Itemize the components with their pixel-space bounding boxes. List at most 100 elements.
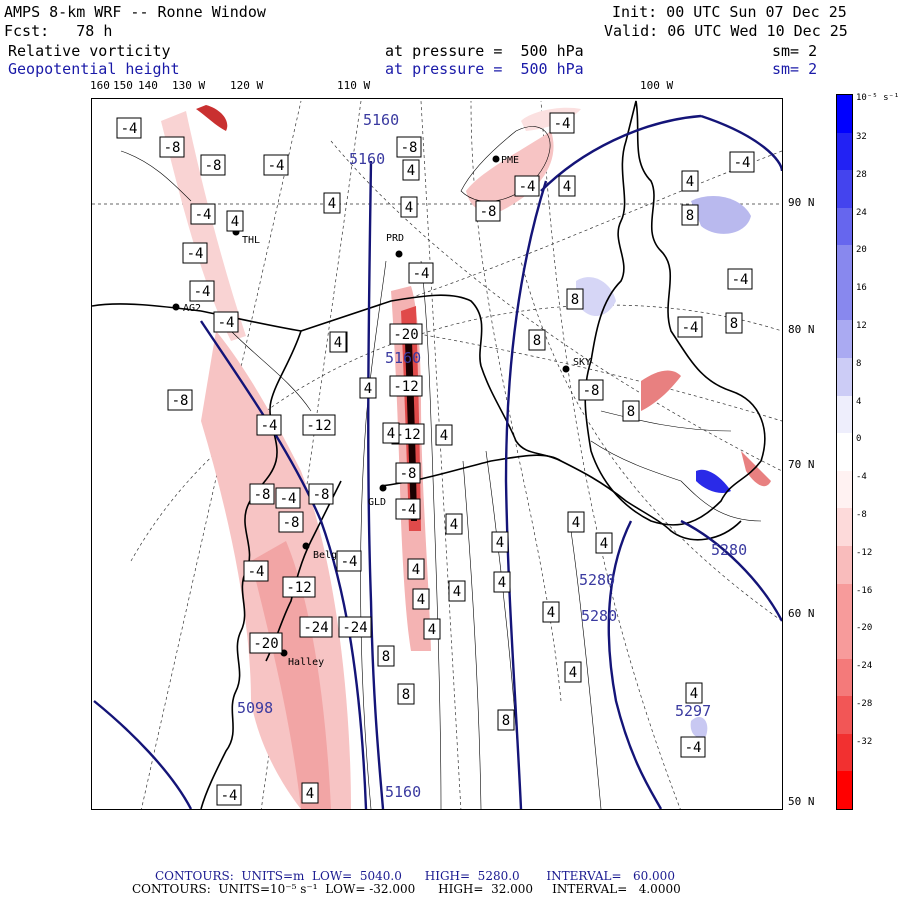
station-label: GLD: [368, 497, 386, 508]
vorticity-label: -8: [396, 136, 422, 158]
vorticity-label: 4: [564, 661, 582, 683]
svg-text:4: 4: [407, 163, 415, 179]
vorticity-label: -4: [275, 487, 301, 509]
field1-level: at pressure = 500 hPa: [385, 42, 584, 60]
colorbar-tick-label: 24: [856, 207, 867, 218]
height-labels: 5160 5160 5160 5160 5280 5280 5280 5297 …: [237, 111, 747, 801]
map-title: AMPS 8-km WRF -- Ronne Window: [4, 3, 266, 21]
vorticity-label: -8: [249, 483, 275, 505]
lon-label: 130 W: [172, 79, 206, 92]
height-label: 5098: [237, 699, 273, 717]
svg-text:-4: -4: [121, 121, 138, 137]
height-label: 5160: [385, 349, 421, 367]
vorticity-label: -8: [159, 136, 185, 158]
height-label: 5280: [579, 571, 615, 589]
vorticity-contour-info: CONTOURS: UNITS=10⁻⁵ s⁻¹ LOW= -32.000 HI…: [132, 882, 681, 896]
height-contour-info: CONTOURS: UNITS=m LOW= 5040.0 HIGH= 5280…: [155, 869, 675, 883]
vorticity-label: 8: [681, 204, 699, 226]
vorticity-label: 4: [359, 377, 377, 399]
svg-text:-4: -4: [221, 788, 238, 804]
lat-label: 90 N: [788, 196, 815, 209]
svg-text:4: 4: [364, 381, 372, 397]
vorticity-label: 4: [558, 175, 576, 197]
svg-text:4: 4: [412, 562, 420, 578]
svg-text:4: 4: [450, 517, 458, 533]
lon-label: 100 W: [640, 79, 674, 92]
vorticity-label: -4: [189, 280, 215, 302]
vorticity-label: 4: [685, 682, 703, 704]
lon-label: 110 W: [337, 79, 371, 92]
vorticity-label: 8: [377, 645, 395, 667]
colorbar-cell: [837, 433, 852, 471]
vorticity-label: -4: [213, 311, 239, 333]
svg-text:-4: -4: [341, 554, 358, 570]
svg-text:-8: -8: [254, 487, 271, 503]
init-time: Init: 00 UTC Sun 07 Dec 25: [612, 3, 847, 21]
svg-text:-12: -12: [306, 418, 331, 434]
height-label: 5297: [675, 702, 711, 720]
colorbar-tick-label: -20: [856, 623, 873, 634]
svg-text:8: 8: [627, 404, 635, 420]
svg-text:4: 4: [440, 428, 448, 444]
vorticity-label: -4: [408, 262, 434, 284]
vorticity-label: 4: [323, 192, 341, 214]
vorticity-label: -4: [729, 151, 755, 173]
vorticity-label: 4: [445, 513, 463, 535]
svg-text:-4: -4: [682, 320, 699, 336]
height-label: 5280: [711, 541, 747, 559]
svg-text:-20: -20: [393, 327, 418, 343]
svg-text:8: 8: [502, 713, 510, 729]
vorticity-label: 4: [301, 782, 319, 804]
vorticity-label: 4: [412, 588, 430, 610]
station-label: SKY: [573, 357, 591, 368]
colorbar-cell: [837, 621, 852, 659]
svg-text:-4: -4: [194, 284, 211, 300]
svg-text:-12: -12: [393, 379, 418, 395]
lon-label: 150: [113, 79, 133, 92]
vorticity-label: -4: [243, 560, 269, 582]
colorbar-cell: [837, 771, 852, 809]
svg-text:8: 8: [533, 333, 541, 349]
colorbar-tick-label: 16: [856, 283, 867, 294]
station-labels: PME PRD THL AG2 SKY GLD Belgra Halley: [183, 155, 591, 668]
svg-text:-8: -8: [480, 204, 497, 220]
height-label: 5160: [385, 783, 421, 801]
vorticity-label: 8: [397, 683, 415, 705]
vorticity-label: -4: [549, 112, 575, 134]
height-label: 5160: [349, 150, 385, 168]
colorbar-cell: [837, 583, 852, 622]
colorbar-cell: [837, 545, 852, 584]
lat-label: 60 N: [788, 607, 815, 620]
field2-smoothing: sm= 2: [772, 60, 818, 78]
svg-text:-4: -4: [268, 158, 285, 174]
svg-text:4: 4: [334, 335, 342, 351]
svg-text:-24: -24: [303, 620, 328, 636]
svg-text:-4: -4: [413, 266, 430, 282]
colorbar-cell: [837, 658, 852, 697]
vorticity-label: 4: [382, 422, 400, 444]
colorbar-cell: [837, 207, 852, 246]
vorticity-label: -8: [200, 154, 226, 176]
colorbar-tick-label: -8: [856, 510, 867, 520]
svg-text:-4: -4: [734, 155, 751, 171]
colorbar-cell: [837, 170, 852, 208]
svg-text:4: 4: [453, 584, 461, 600]
svg-text:4: 4: [387, 426, 395, 442]
colorbar-tick-label: 28: [856, 169, 867, 180]
svg-text:-8: -8: [401, 140, 418, 156]
svg-text:4: 4: [231, 214, 239, 230]
lat-label: 50 N: [788, 795, 815, 808]
colorbar-cell: [837, 95, 852, 133]
forecast-hour: Fcst: 78 h: [4, 22, 113, 40]
vorticity-labels: -4-8-8-4-4444-4-8-4-8-44-44-44-4-8-4-12-…: [116, 112, 755, 806]
colorbar-tick-label: 20: [856, 245, 867, 256]
vorticity-label: -4: [677, 316, 703, 338]
colorbar-cell: [837, 508, 852, 546]
vorticity-label: -12: [391, 423, 425, 445]
vorticity-label: -20: [389, 323, 423, 345]
colorbar-tick-label: -12: [856, 547, 873, 558]
lat-label: 70 N: [788, 458, 815, 471]
svg-text:-8: -8: [283, 515, 300, 531]
vorticity-label: -4: [182, 242, 208, 264]
vorticity-contours: [120, 126, 762, 809]
